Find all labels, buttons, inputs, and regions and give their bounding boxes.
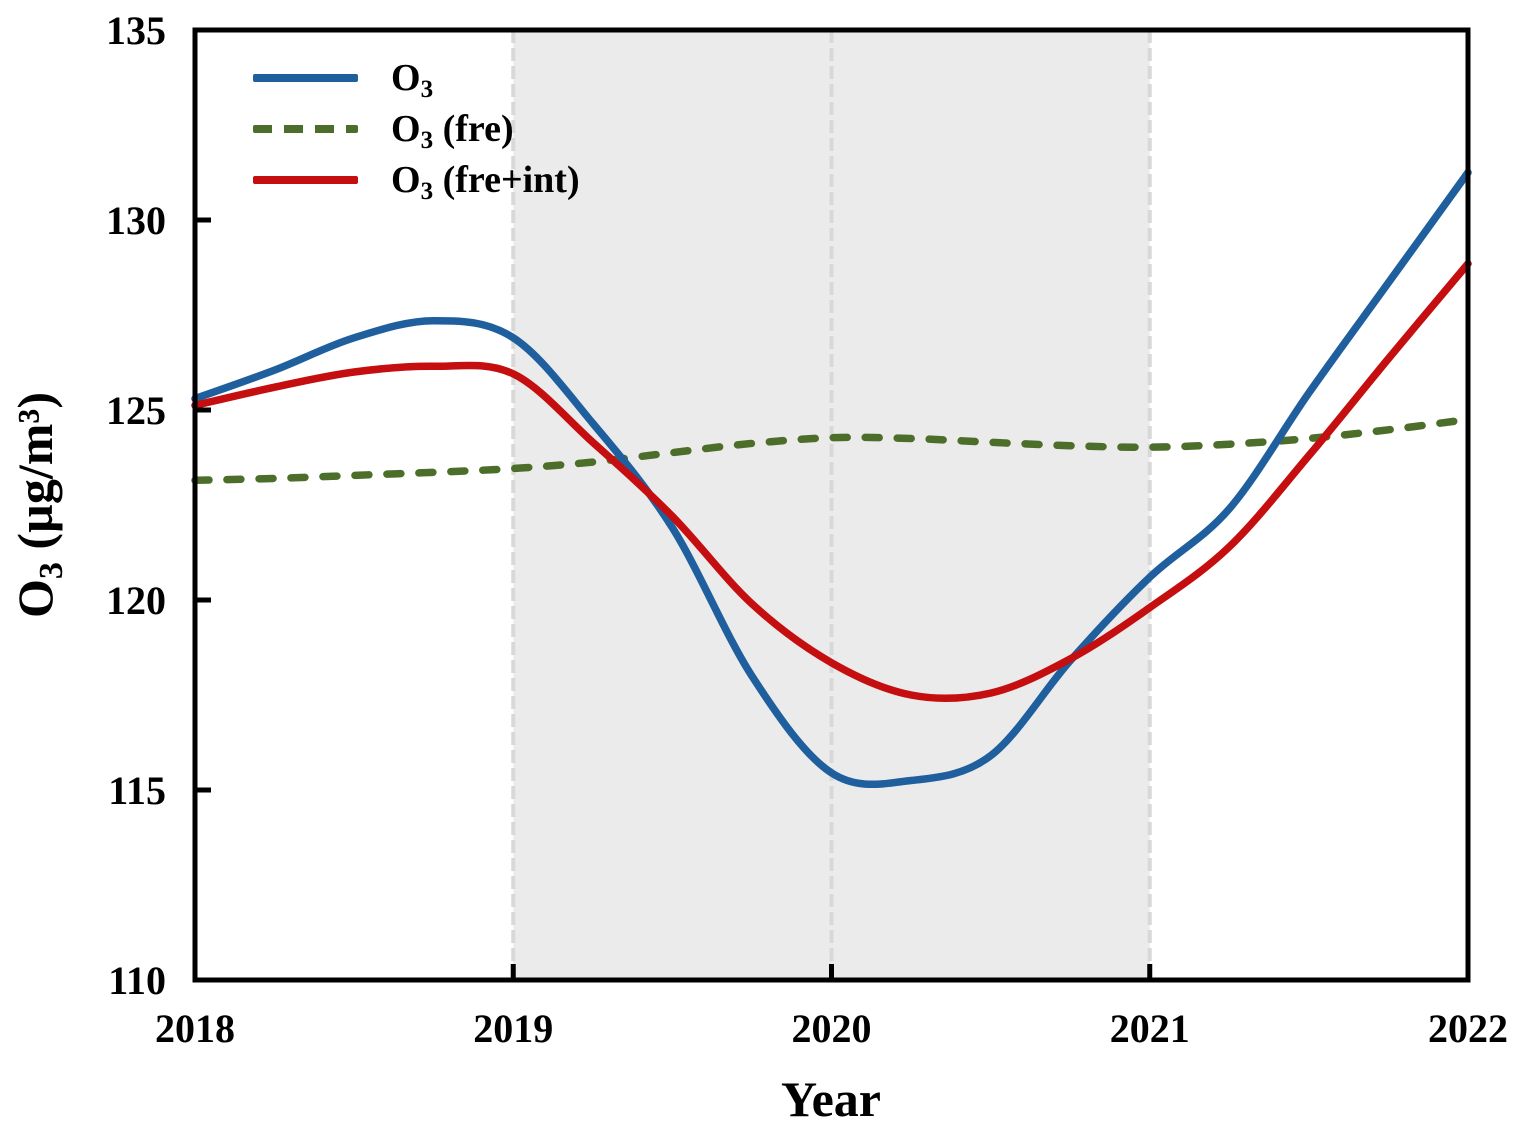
legend: O3 O3 (fre) O3 (fre+int): [253, 52, 580, 205]
legend-label-o3: O3: [391, 56, 433, 102]
y-tick-label: 120: [106, 578, 166, 623]
legend-label-sub: 3: [420, 177, 434, 205]
legend-item-o3-fre: O3 (fre): [253, 103, 580, 154]
legend-item-o3-fre-int: O3 (fre+int): [253, 154, 580, 205]
legend-label-o3-fre: O3 (fre): [391, 107, 514, 153]
legend-label-base: O: [391, 107, 421, 150]
y-tick-label: 130: [106, 198, 166, 243]
x-tick-label: 2022: [1428, 1006, 1508, 1051]
series-line-o3-fre-: [191, 415, 1472, 485]
y-tick-label: 110: [108, 958, 166, 1003]
legend-item-o3: O3: [253, 52, 580, 103]
x-axis-title: Year: [781, 1071, 881, 1127]
legend-label-sub: 3: [420, 75, 434, 103]
legend-line-o3-icon: [253, 73, 358, 82]
y-tick-label: 115: [108, 768, 166, 813]
x-tick-label: 2019: [473, 1006, 553, 1051]
x-tick-label: 2018: [155, 1006, 235, 1051]
legend-line-o3-fre-int-icon: [253, 175, 358, 184]
x-tick-label: 2020: [792, 1006, 872, 1051]
legend-label-suffix: (fre): [433, 107, 514, 150]
legend-label-o3-fre-int: O3 (fre+int): [391, 158, 580, 204]
y-axis-title: O3 (µg/m³): [7, 392, 70, 618]
legend-label-base: O: [391, 158, 421, 201]
y-tick-label: 125: [106, 388, 166, 433]
legend-label-base: O: [391, 56, 421, 99]
x-tick-label: 2021: [1110, 1006, 1190, 1051]
legend-label-sub: 3: [420, 126, 434, 154]
legend-line-o3-fre-icon: [253, 124, 358, 133]
series-line-o3: [191, 168, 1472, 789]
legend-label-suffix: (fre+int): [433, 158, 580, 201]
series-line-o3-fre-int-: [191, 259, 1472, 703]
y-tick-label: 135: [106, 8, 166, 53]
